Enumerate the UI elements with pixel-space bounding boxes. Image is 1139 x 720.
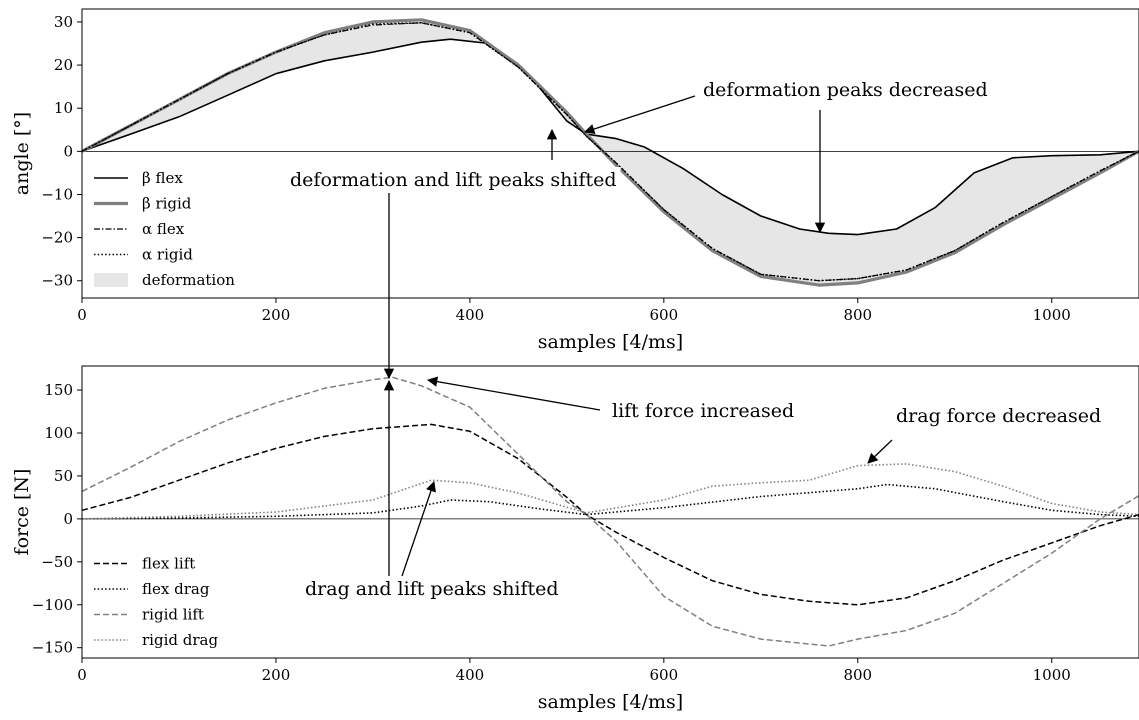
annotation-arrow <box>426 376 601 411</box>
legend-swatch-deformation <box>94 273 128 287</box>
annotation-background <box>892 403 1106 429</box>
x-tick-label: 600 <box>650 666 679 684</box>
y-tick-label: −10 <box>41 185 73 203</box>
annotation-background <box>286 167 621 193</box>
x-tick-label: 600 <box>650 306 679 324</box>
y-tick-label: 10 <box>54 99 73 117</box>
y-tick-label: 30 <box>54 13 73 31</box>
y-tick-label: −100 <box>32 596 73 614</box>
annotation-deformation-lift-peaks-shifted: deformation and lift peaks shifted <box>290 169 617 191</box>
y-tick-label: −50 <box>41 553 73 571</box>
y-tick-label: 50 <box>54 467 73 485</box>
x-tick-label: 400 <box>456 666 485 684</box>
x-tick-label: 0 <box>77 306 87 324</box>
y-tick-label: −20 <box>41 229 73 247</box>
series-line-alpha-rigid <box>81 21 1139 282</box>
x-tick-label: 800 <box>843 306 872 324</box>
y-tick-label: 100 <box>44 424 73 442</box>
series-line-flex-lift <box>81 423 1139 606</box>
angle-plot: 0 200 400 600 800 1000 −30 −20 −10 0 10 20 30 samples… <box>11 8 1139 353</box>
plot-frame <box>81 365 1139 659</box>
series-line-beta-flex <box>81 38 1139 236</box>
legend-label-rigid-lift: rigid lift <box>142 606 204 624</box>
series-line-flex-drag <box>81 483 1139 520</box>
x-tick-label: 200 <box>262 306 291 324</box>
x-tick-label: 400 <box>456 306 485 324</box>
x-tick-label: 1000 <box>1033 306 1071 324</box>
series-line-alpha-flex <box>81 22 1139 282</box>
legend-label-flex-lift: flex lift <box>142 555 195 573</box>
annotation-drag-force-decreased: drag force decreased <box>896 405 1101 427</box>
legend-label-alpha-flex: α flex <box>142 220 185 238</box>
legend-label-beta-rigid: β rigid <box>142 195 192 213</box>
x-axis-label: samples [4/ms] <box>538 691 683 713</box>
legend-label-rigid-drag: rigid drag <box>142 631 218 649</box>
x-tick-label: 0 <box>77 666 87 684</box>
x-tick-label: 200 <box>262 666 291 684</box>
annotation-background <box>699 77 992 103</box>
y-tick-label: 20 <box>54 56 73 74</box>
y-tick-label: 0 <box>63 142 73 160</box>
annotation-background <box>301 576 563 602</box>
series-line-rigid-drag <box>81 463 1139 520</box>
annotation-arrow <box>867 439 893 464</box>
y-tick-label: −30 <box>41 272 73 290</box>
y-tick-label: −150 <box>32 639 73 657</box>
y-tick-label: 0 <box>63 510 73 528</box>
y-axis-label: force [N] <box>11 469 33 556</box>
legend-label-deformation: deformation <box>142 271 235 289</box>
annotation-lift-force-increased: lift force increased <box>612 400 794 422</box>
annotation-arrow <box>401 481 436 577</box>
plot-frame <box>81 8 1139 299</box>
legend-label-alpha-rigid: α rigid <box>142 246 193 264</box>
annotation-drag-lift-peaks-shifted: drag and lift peaks shifted <box>305 578 559 600</box>
x-axis-label: samples [4/ms] <box>538 331 683 353</box>
legend-label-flex-drag: flex drag <box>142 580 210 598</box>
x-tick-label: 1000 <box>1033 666 1071 684</box>
annotation-arrow <box>584 95 696 135</box>
force-plot: 0 200 400 600 800 1000 −150 −100 −50 0 50 100 150 sam… <box>11 365 1139 713</box>
annotation-background <box>608 398 799 424</box>
deformation-fill-area <box>82 19 1139 286</box>
x-tick-label: 800 <box>843 666 872 684</box>
series-line-rigid-lift <box>81 376 1139 647</box>
annotation-deformation-peaks-decreased: deformation peaks decreased <box>703 79 988 101</box>
y-axis-label: angle [°] <box>11 112 33 195</box>
legend-label-beta-flex: β flex <box>142 169 183 187</box>
y-tick-label: 150 <box>44 381 73 399</box>
